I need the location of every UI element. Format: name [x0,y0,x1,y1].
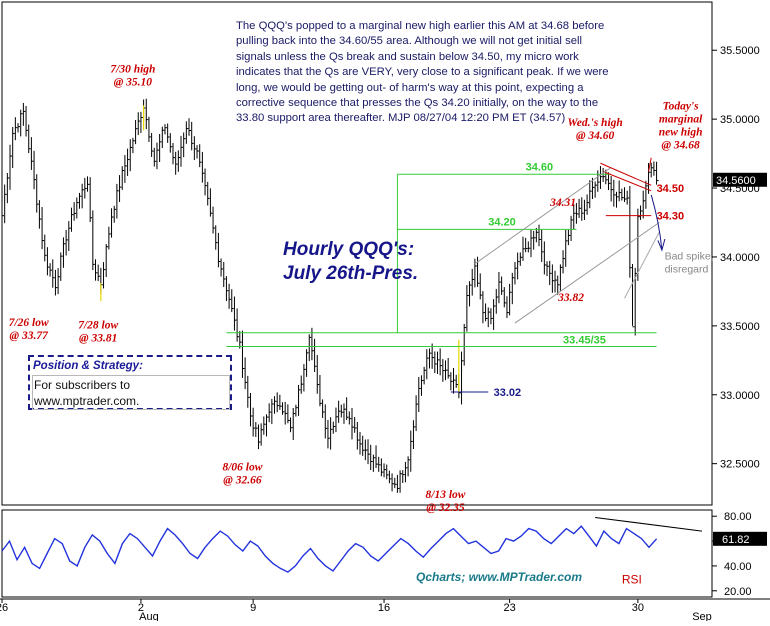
x-tick-label: 16 [378,602,390,614]
red-trend-line [600,162,652,186]
position-strategy-box: Position & Strategy: For subscribers to … [28,355,232,410]
annotation-label: @ 32.66 [223,475,262,487]
chart-title: Hourly QQQ's: July 26th-Pres. [283,238,418,286]
x-tick-label: 26 [0,602,8,614]
annotation-label: 8/06 low [222,462,262,474]
annotation-label: marginal [659,113,703,125]
rsi-tick-label: 40.00 [724,561,752,573]
annotation-label: @ 34.68 [661,139,700,151]
today-high-pointer [648,157,652,172]
price-tick-label: 32.5000 [720,459,760,471]
x-tick-label: 9 [250,602,256,614]
credit-label: Qcharts; www.MPTrader.com [416,570,582,584]
annotation-label: @ 35.10 [114,76,153,88]
annotation-label: @ 33.77 [10,330,50,342]
price-tick-label: 34.0000 [720,252,760,264]
rsi-value-label: 61.82 [722,534,750,546]
annotation-label: @ 34.60 [576,130,615,142]
x-month-label: Aug [139,611,159,621]
x-tick-label: 2 [138,602,144,614]
level-label: 33.02 [494,387,522,399]
rsi-tick-label: 80.00 [724,511,752,523]
price-tick-label: 35.5000 [720,45,760,57]
current-price-label: 34.5600 [716,175,756,187]
strategy-heading: Position & Strategy: [33,360,143,372]
annotation-label: 33.82 [557,292,584,304]
rsi-panel-frame [1,509,713,598]
projection-arrow [650,194,663,251]
annotation-label: @ 33.81 [79,333,117,345]
x-tick-label: 23 [503,602,515,614]
commentary-text: The QQQ's popped to a marginal new high … [236,20,609,125]
level-label: 33.45/35 [563,335,606,347]
annotation-label: 34.31 [549,197,576,209]
x-tick-label: 30 [632,602,644,614]
x-month-label: Sep [692,611,712,621]
annotation-label: new high [659,126,703,138]
bad-spike-note: disregard [665,264,709,276]
price-tick-label: 33.5000 [720,321,760,333]
strategy-line1: For subscribers to [34,378,131,392]
annotation-label: Wed.'s high [567,117,622,129]
level-label: 34.20 [488,216,516,228]
price-panel-frame [1,1,713,506]
rsi-value-box [713,531,767,546]
chart-title-line1: Hourly QQQ's: [283,239,415,260]
current-price-box [713,172,767,187]
rsi-tick-label: 20.00 [724,586,752,598]
annotation-label: 7/28 low [78,320,118,332]
level-label: 34.30 [657,211,685,223]
annotation-label: 7/26 low [9,317,49,329]
strategy-inner-frame [32,375,230,410]
annotation-label: @ 32.35 [426,502,465,514]
strategy-text: For subscribers to www.mptrader.com. [34,377,139,409]
channel-upper [474,166,612,265]
annotation-label: 7/30 high [110,63,155,75]
rsi-line [1,525,658,573]
level-label: 34.50 [657,183,685,195]
rsi-trend-line [595,516,703,532]
channel-lower [514,222,660,324]
bad-spike-pointer [624,231,660,299]
level-label: 34.60 [526,161,554,173]
level-line-34-50 [602,171,652,192]
annotation-label: Today's [663,100,700,112]
price-tick-label: 35.0000 [720,114,760,126]
price-tick-label: 33.0000 [720,390,760,402]
rsi-label: RSI [622,572,642,586]
bad-spike-note: Bad spike, [665,251,714,263]
strategy-line2: www.mptrader.com. [34,394,140,408]
chart-title-line2: July 26th-Pres. [283,263,419,284]
annotation-label: 8/13 low [426,489,466,501]
projection-arrowhead [657,238,666,252]
